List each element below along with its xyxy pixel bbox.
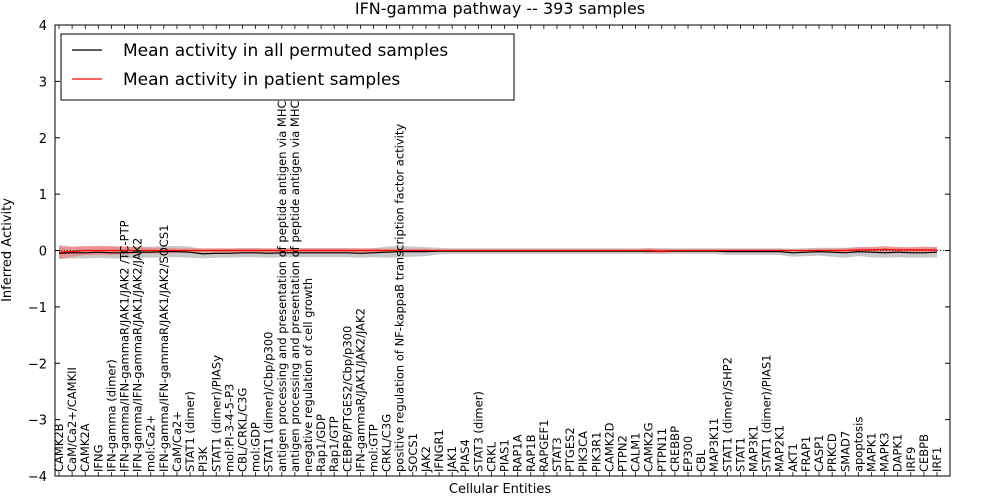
patient-confidence-band	[59, 245, 937, 259]
axis-ticks: −4 −3 −2 −1 0 1 2 3 4	[28, 19, 950, 485]
entity-label: IFN-gamma (dimer)	[104, 359, 118, 472]
entity-label: STAT3	[550, 437, 564, 472]
x-axis-title: Cellular Entities	[449, 482, 551, 497]
entity-label: SOCS1	[406, 433, 420, 472]
entity-label: PIAS1	[498, 439, 512, 472]
y-tick-label: 2	[39, 132, 47, 147]
chart-title: IFN-gamma pathway -- 393 samples	[355, 0, 645, 18]
entity-label: IRF9	[904, 447, 918, 472]
y-tick-label: 3	[39, 75, 47, 90]
entity-label: positive regulation of NF-kappaB transcr…	[393, 124, 407, 472]
entity-label: CAMK2G	[642, 422, 656, 472]
entity-label: CEBPB	[917, 434, 931, 472]
entity-label: IFN-gamma/IFN-gammaR/JAK1/JAK2/SOCS1	[157, 225, 171, 472]
entity-label: STAT1 (dimer)	[183, 391, 197, 472]
entity-label: PIAS4	[458, 439, 472, 472]
entity-label: antigen processing and presentation of p…	[275, 58, 289, 472]
entity-label: CAMK2D	[602, 422, 616, 472]
plot-frame	[54, 24, 951, 477]
entity-label: DAPK1	[891, 434, 905, 472]
entity-label: IFNGR1	[432, 429, 446, 472]
entity-label: CASP1	[812, 435, 826, 472]
y-tick-label: 0	[39, 245, 47, 260]
entity-label: IFN-gamma/IFN-gammaR/JAK1/JAK2/JAK2	[131, 238, 145, 472]
entity-label: PI3K	[196, 446, 210, 472]
entity-label: negative regulation of cell growth	[301, 278, 315, 472]
entity-label: PTPN11	[655, 428, 669, 472]
y-tick-label: 4	[39, 19, 47, 34]
entity-label: JAK2	[419, 446, 433, 473]
entity-label: EP300	[681, 436, 695, 472]
entity-label: STAT1 (dimer)/PIAS1	[760, 354, 774, 472]
entity-label: PTPN2	[616, 435, 630, 472]
y-tick-label: −2	[28, 357, 47, 372]
entity-label: STAT1 (dimer)/Cbp/p300	[262, 332, 276, 473]
entity-label: PIK3R1	[589, 432, 603, 473]
entity-label: RAPGEF1	[537, 420, 551, 472]
entity-label: IRF1	[930, 447, 944, 472]
entity-label: mol:GTP	[367, 424, 381, 472]
entity-label: MAPK1	[865, 432, 879, 472]
entity-label: CBL/CRKL/C3G	[236, 388, 250, 472]
entity-label: CRKL/C3G	[380, 414, 394, 472]
entity-label: MAPK3	[878, 432, 892, 472]
entity-label: CAMK2B	[52, 423, 66, 472]
entity-label: MAP3K1	[747, 425, 761, 472]
entity-label: PTGES2	[563, 427, 577, 472]
entity-label: RAP1B	[524, 434, 538, 472]
entity-label: STAT1	[733, 437, 747, 472]
entity-label: mol:Ca2+	[144, 415, 158, 472]
entity-label: mol:PI-3-4-5-P3	[222, 384, 236, 472]
y-tick-label: −3	[28, 414, 47, 429]
legend-patient-label: Mean activity in patient samples	[123, 70, 400, 90]
entity-label: RAP1A	[511, 434, 525, 472]
entity-label: CEBPB/PTGES2/Cbp/p300	[340, 326, 354, 472]
entity-label: PIK3CA	[576, 431, 590, 472]
entity-label: CBL	[694, 449, 708, 472]
y-tick-label: 1	[39, 188, 47, 203]
y-tick-label: −1	[28, 301, 47, 316]
entity-label: CaM/Ca2+/CAMKII	[65, 367, 79, 472]
entity-label: FRAP1	[799, 436, 813, 472]
entity-label: CaM/Ca2+	[170, 411, 184, 472]
entity-labels: CAMK2B CaM/Ca2+/CAMKII CAMK2A IFNG IFN-gamma…	[52, 58, 944, 473]
entity-label: MAP3K11	[707, 418, 721, 472]
entity-label: CALM1	[629, 432, 643, 472]
entity-label: CREBBP	[668, 426, 682, 472]
entity-label: IFN-gammaR/JAK1/JAK2/JAK2	[353, 308, 367, 472]
confidence-bands	[59, 245, 937, 259]
entity-label: PRKCD	[825, 433, 839, 472]
entity-label: Rap1/GDP	[314, 414, 328, 472]
entity-label: STAT3 (dimer)	[471, 391, 485, 472]
y-axis-title: Inferred Activity	[0, 198, 15, 302]
entity-label: AKT1	[786, 443, 800, 472]
y-tick-label: −4	[28, 470, 47, 485]
legend-box	[60, 33, 515, 101]
entity-label: SMAD7	[838, 431, 852, 472]
entity-label: JAK1	[445, 446, 459, 473]
patient-series-line	[58, 248, 937, 253]
entity-label: STAT1 (dimer)/PIASy	[209, 355, 223, 472]
entity-label: MAP2K1	[773, 425, 787, 472]
entity-label: antigen processing and presentation of p…	[288, 61, 302, 472]
entity-label: IFNG	[91, 444, 105, 472]
entity-label: STAT1 (dimer)/SHP2	[720, 357, 734, 472]
entity-label: apoptosis	[851, 417, 865, 472]
legend: Mean activity in all permuted samples Me…	[60, 33, 515, 101]
series-lines	[58, 248, 938, 255]
entity-label: IFN-gamma/IFN-gammaR/JAK1/JAK2 /TC-PTP	[118, 220, 132, 472]
entity-label: CRKL	[484, 441, 498, 472]
entity-label: CAMK2A	[78, 423, 92, 472]
legend-permuted-label: Mean activity in all permuted samples	[123, 41, 448, 61]
entity-label: mol:GDP	[249, 422, 263, 472]
entity-label: Rap1/GTP	[327, 416, 341, 472]
